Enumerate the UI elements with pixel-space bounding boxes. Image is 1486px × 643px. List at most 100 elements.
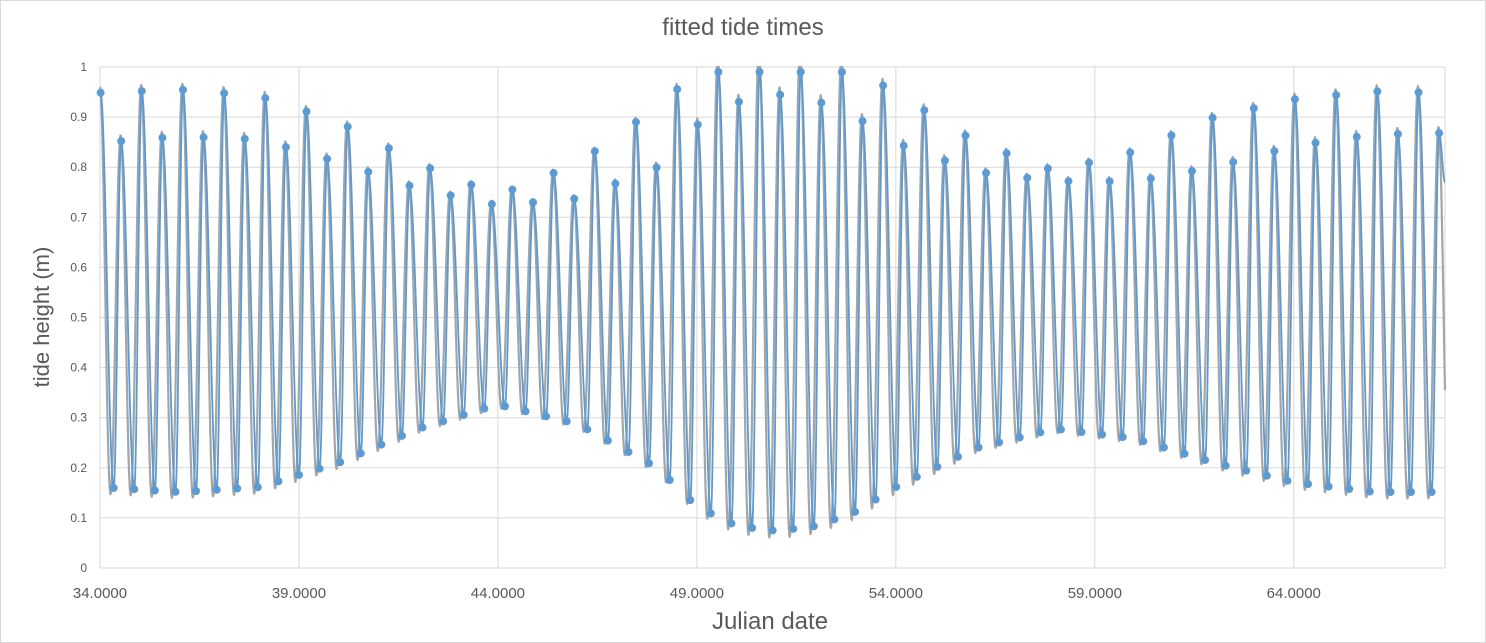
extrema-point	[1105, 177, 1114, 186]
extrema-point	[1427, 488, 1436, 496]
extrema-point	[171, 487, 180, 496]
extrema-point	[920, 106, 929, 115]
y-tick-label: 0.8	[70, 160, 87, 174]
extrema-point	[178, 85, 187, 94]
extrema-point	[1126, 148, 1135, 157]
extrema-point	[809, 522, 818, 531]
extrema-point	[1386, 488, 1395, 496]
extrema-point	[632, 118, 641, 127]
extrema-point	[1414, 88, 1423, 97]
extrema-point	[261, 94, 270, 103]
extrema-point	[933, 462, 942, 471]
extrema-point	[508, 185, 517, 194]
x-tick-label: 34.0000	[73, 585, 127, 602]
extrema-point	[706, 509, 715, 518]
x-tick-label: 59.0000	[1068, 585, 1122, 602]
extrema-point	[1139, 437, 1148, 446]
extrema-point	[1208, 113, 1217, 122]
extrema-point	[796, 68, 805, 77]
extrema-point	[150, 486, 159, 495]
y-tick-label: 0.4	[70, 361, 87, 375]
extrema-point	[748, 523, 757, 532]
y-tick-label: 1	[80, 60, 87, 74]
extrema-point	[343, 122, 352, 131]
extrema-point	[1290, 95, 1299, 104]
extrema-point	[377, 440, 386, 449]
extrema-point	[912, 472, 921, 481]
extrema-point	[1159, 443, 1168, 452]
extrema-point	[220, 89, 229, 98]
extrema-point	[315, 464, 324, 473]
y-tick-label: 0.5	[70, 311, 87, 325]
extrema-point	[1085, 158, 1094, 167]
extrema-point	[871, 495, 880, 504]
extrema-point	[542, 412, 551, 421]
extrema-point	[1242, 466, 1251, 475]
extrema-point	[500, 402, 509, 411]
extrema-point	[240, 134, 249, 143]
x-tick-label: 54.0000	[869, 585, 923, 602]
extrema-point	[1180, 449, 1189, 458]
y-tick-label: 0.7	[70, 210, 87, 224]
extrema-point	[253, 483, 262, 492]
x-tick-label: 49.0000	[670, 585, 724, 602]
extrema-point	[302, 107, 311, 116]
extrema-point	[583, 425, 592, 434]
extrema-point	[1036, 428, 1045, 437]
y-tick-label: 0	[80, 561, 87, 575]
extrema-point	[1023, 173, 1032, 182]
y-tick-label: 0.9	[70, 110, 87, 124]
extrema-point	[1373, 87, 1382, 96]
extrema-point	[1188, 167, 1197, 176]
extrema-point	[459, 410, 468, 419]
extrema-point	[1077, 428, 1086, 437]
extrema-point	[1043, 164, 1052, 173]
extrema-point	[755, 68, 764, 77]
gray-series-line	[99, 65, 1447, 539]
extrema-point	[521, 407, 530, 416]
extrema-point	[570, 194, 579, 203]
extrema-point	[1304, 480, 1313, 489]
y-tick-label: 0.3	[70, 411, 87, 425]
extrema-point	[673, 85, 682, 94]
x-tick-label: 39.0000	[272, 585, 326, 602]
y-tick-label: 0.1	[70, 511, 87, 525]
extrema-point	[1064, 177, 1073, 186]
extrema-point	[439, 417, 448, 426]
extrema-point	[590, 147, 599, 156]
extrema-point	[1201, 456, 1210, 465]
extrema-point	[192, 486, 201, 495]
extrema-point	[1221, 461, 1230, 470]
extrema-point	[562, 417, 571, 426]
gray-series	[99, 65, 1447, 539]
extrema-point	[776, 90, 785, 99]
extrema-point	[96, 88, 105, 97]
extrema-point	[467, 180, 476, 189]
extrema-point	[817, 98, 826, 107]
extrema-point	[1002, 149, 1011, 158]
extrema-point	[405, 181, 414, 190]
extrema-point	[858, 117, 867, 126]
extrema-point	[1015, 433, 1024, 442]
extrema-markers	[96, 68, 1444, 535]
extrema-point	[1352, 132, 1361, 141]
extrema-point	[1311, 138, 1320, 147]
extrema-point	[323, 154, 332, 163]
extrema-point	[1393, 130, 1402, 138]
extrema-point	[652, 163, 661, 172]
extrema-point	[426, 164, 435, 173]
extrema-point	[529, 198, 538, 207]
extrema-point	[274, 477, 283, 486]
extrema-point	[109, 483, 118, 492]
extrema-point	[480, 404, 489, 413]
extrema-point	[624, 447, 633, 456]
extrema-point	[727, 519, 736, 528]
extrema-point	[1098, 430, 1107, 439]
extrema-point	[549, 169, 558, 178]
extrema-point	[837, 68, 846, 77]
extrema-point	[714, 68, 723, 77]
y-tick-label: 0.6	[70, 260, 87, 274]
extrema-point	[768, 526, 777, 535]
extrema-point	[851, 507, 860, 516]
